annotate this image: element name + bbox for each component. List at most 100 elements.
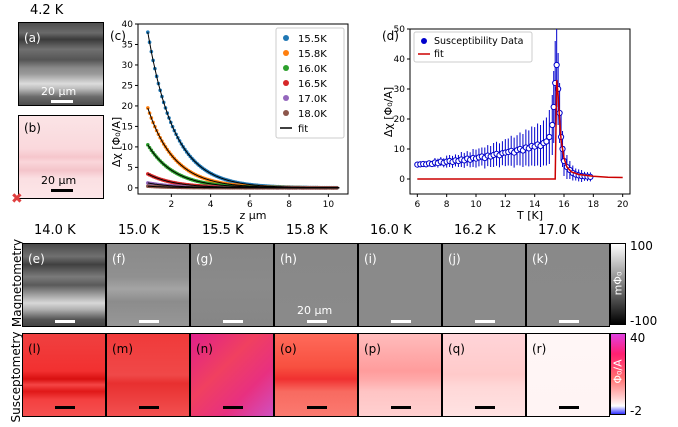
chart-c-legend-label: 16.5K	[298, 79, 327, 90]
mag-scale-bar	[223, 320, 243, 323]
chart-c-ylabel: Δχ [Φ₀/A]	[110, 117, 123, 167]
susceptometry-image-5: (q)	[442, 333, 526, 417]
chart-c-xtick-label: 8	[286, 200, 292, 210]
chart-d-xtick-label: 16	[558, 200, 570, 210]
sus-scale-bar	[139, 406, 159, 409]
mag-panel-label: (f)	[112, 252, 126, 266]
colorbar-mag-min: -100	[630, 314, 658, 328]
chart-d-ytick-label: 50	[394, 25, 406, 35]
chart-d-point	[553, 61, 560, 69]
chart-d: (d) Δχ [Φ₀/A] T [K] 6 8 10 12 14 16 18 20 0 10 20 3…	[382, 25, 631, 222]
temp-label-5: 16.2 K	[454, 223, 496, 238]
mag-panel-label: (i)	[364, 252, 377, 266]
mag-scale-bar	[559, 320, 579, 323]
susceptometry-image-0: (l)	[22, 333, 106, 417]
chart-c-legend-swatch	[283, 95, 289, 101]
chart-d-xtick-label: 8	[444, 200, 450, 210]
chart-c-legend-swatch	[283, 110, 289, 116]
mag-panel-label: (h)	[280, 252, 297, 266]
mag-panel-label: (g)	[196, 252, 213, 266]
chart-c-xlabel: z μm	[240, 209, 267, 222]
chart-d-legend-fit-label: fit	[434, 49, 444, 60]
chart-c-xtick-label: 4	[208, 200, 214, 210]
colorbar-sus-unit: Φ₀/A	[611, 359, 625, 384]
chart-c-axes: 2 4 6 8 10 0 5 10 15 20 25 30 35 40	[122, 20, 349, 210]
magnetometry-image-6: (k)	[526, 243, 610, 327]
magnetometry-image-0: (e)	[22, 243, 106, 327]
panel-b-image: (b) 20 μm	[18, 115, 104, 199]
chart-d-axes: 6 8 10 12 14 16 18 20 0 10 20 30 40 50	[394, 25, 631, 210]
mag-panel-label: (e)	[28, 252, 45, 266]
magnetometry-image-2: (g)	[190, 243, 274, 327]
chart-c-xtick-label: 2	[168, 200, 174, 210]
colorbar-mag-unit: mΦ₀	[611, 271, 625, 296]
chart-c-legend: 15.5K 15.8K 16.0K 16.5K 17.0K 18.0K fit	[275, 27, 345, 139]
susceptometry-image-1: (m)	[106, 333, 190, 417]
temp-label-0: 14.0 K	[34, 223, 76, 238]
chart-d-ytick-label: 40	[394, 55, 406, 65]
chart-c-ytick-label: 20	[122, 102, 134, 112]
chart-c-ytick-label: 40	[122, 20, 134, 30]
chart-c-legend-box	[275, 27, 345, 139]
chart-c-ytick-label: 25	[122, 81, 133, 91]
chart-d-ylabel: Δχ [Φ₀/A]	[382, 87, 395, 137]
chart-d-xtick-label: 14	[529, 200, 541, 210]
panel-b-label: (b)	[24, 121, 41, 135]
magnetometry-image-4: (i)	[358, 243, 442, 327]
panel-a-image: (a) 20 μm	[18, 22, 104, 106]
mag-scale-bar	[307, 320, 327, 323]
chart-d-ytick-label: 20	[394, 115, 406, 125]
chart-d-legend: Susceptibility Data fit	[413, 31, 533, 63]
sus-panel-label: (l)	[28, 342, 41, 356]
susceptometry-image-2: (n)	[190, 333, 274, 417]
chart-c-legend-label: 17.0K	[298, 94, 327, 105]
mag-scale-bar	[55, 320, 75, 323]
temp-label-2: 15.5 K	[202, 223, 244, 238]
susceptometry-label: Susceptometry	[9, 331, 23, 423]
chart-c-point-15.8K	[146, 106, 150, 110]
chart-c-legend-fit-label: fit	[298, 124, 308, 135]
chart-c-ytick-label: 35	[122, 40, 133, 50]
chart-d-xtick-label: 10	[470, 200, 482, 210]
chart-c-fit-18.0K	[147, 185, 340, 189]
colorbar-sus-max: 40	[630, 331, 646, 345]
chart-d-point	[546, 133, 553, 141]
sus-panel-label: (r)	[532, 342, 547, 356]
mag-scale-bar	[475, 320, 495, 323]
temp-label-4: 16.0 K	[370, 223, 412, 238]
sus-panel-label: (q)	[448, 342, 465, 356]
chart-d-fit-line	[417, 79, 623, 180]
chart-c-ytick-label: 0	[127, 184, 133, 194]
sus-scale-bar	[55, 406, 75, 409]
sus-panel-label: (p)	[364, 342, 381, 356]
temp-label-6: 17.0 K	[538, 223, 580, 238]
temp-label-1: 15.0 K	[118, 223, 160, 238]
magnetometry-image-5: (j)	[442, 243, 526, 327]
colorbar-sus-min: -2	[630, 404, 642, 418]
sus-panel-label: (n)	[196, 342, 213, 356]
chart-c-marks	[146, 30, 340, 190]
chart-c: (c) Δχ [Φ₀/A] z μm 2 4 6 8 10 0 5 10 15 20 25 30 35 4…	[110, 20, 349, 222]
colorbar-magnetometry	[610, 243, 626, 325]
chart-d-ytick-label: 30	[394, 85, 406, 95]
susceptometry-image-6: (r)	[526, 333, 610, 417]
chart-d-legend-label: Susceptibility Data	[434, 36, 523, 47]
chart-c-legend-swatch	[283, 35, 289, 41]
panel-a-label: (a)	[24, 31, 41, 45]
temp-label-3: 15.8 K	[286, 223, 328, 238]
chart-c-frame	[137, 23, 349, 195]
chart-d-panel-label: (d)	[382, 29, 399, 43]
mag-scale-bar	[391, 320, 411, 323]
chart-d-legend-swatch	[421, 38, 427, 44]
chart-c-xtick-label: 6	[247, 200, 253, 210]
chart-d-xtick-label: 18	[588, 200, 600, 210]
temp-label-4k: 4.2 K	[30, 3, 64, 18]
chart-d-frame	[409, 28, 631, 195]
chart-d-xlabel: T [K]	[516, 209, 543, 222]
chart-c-legend-swatch	[283, 80, 289, 86]
chart-d-point	[543, 138, 550, 145]
scale-label-b: 20 μm	[41, 174, 77, 187]
chart-c-ytick-label: 15	[122, 122, 133, 132]
scale-label-h: 20 μm	[297, 304, 333, 317]
cross-marker-icon: ✖	[11, 191, 23, 207]
